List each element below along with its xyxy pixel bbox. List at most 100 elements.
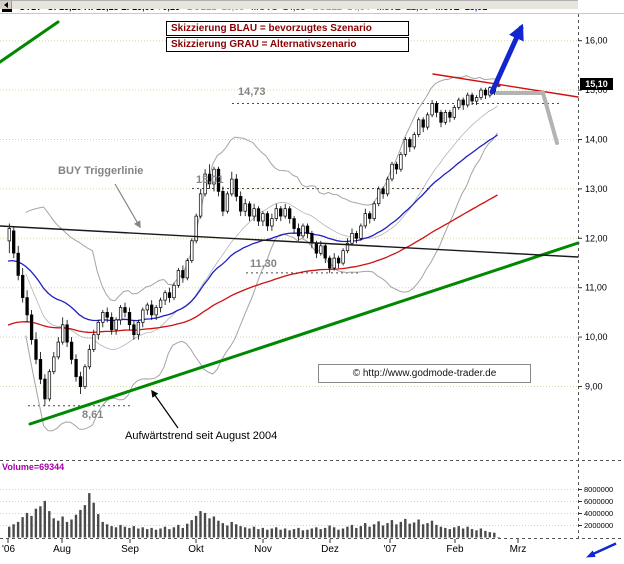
candle-body <box>136 321 141 336</box>
candle-body <box>466 94 470 106</box>
volume-bar <box>186 523 189 538</box>
volume-bar <box>412 522 416 538</box>
candle-body <box>439 112 443 123</box>
volume-bar <box>172 527 176 538</box>
candle-body <box>12 230 16 254</box>
candle-body <box>78 376 83 387</box>
volume-bar <box>337 529 340 538</box>
axes-layer: 16,00 15,00 14,00 13,00 12,00 11,00 10,00 9,00 8… <box>0 14 624 556</box>
volume-bar <box>257 529 260 538</box>
candle-body <box>65 324 69 343</box>
candle-body <box>279 208 283 217</box>
candle-body <box>274 208 278 219</box>
candle-body <box>38 359 43 380</box>
candle-body <box>216 168 221 192</box>
candle-body <box>377 188 381 205</box>
candle-body <box>368 213 372 219</box>
time-axis-label: Okt <box>188 544 204 555</box>
volume-bar <box>190 520 193 538</box>
candle-body <box>394 163 399 170</box>
candles-layer <box>7 81 501 406</box>
scenario-legend-gray: Skizzierung GRAU = Alternativszenario <box>166 37 409 52</box>
candle-body <box>443 112 448 123</box>
candle-body <box>154 307 158 316</box>
volume-bar <box>235 524 238 538</box>
candle-body <box>457 99 461 108</box>
volume-bar <box>497 537 500 538</box>
boll-lower <box>25 132 498 432</box>
volume-bar <box>212 516 216 538</box>
candle-body <box>319 245 323 254</box>
horizontal-scrollbar[interactable] <box>0 0 578 9</box>
price-axis-label: 13,00 <box>585 184 608 194</box>
scroll-left-button[interactable] <box>0 1 12 9</box>
volume-bar <box>177 524 180 538</box>
candle-body <box>448 112 452 118</box>
candle-body <box>239 196 243 212</box>
volume-bar <box>132 526 135 538</box>
candle-body <box>221 191 225 212</box>
volume-bar <box>266 529 269 538</box>
candle-body <box>181 270 185 279</box>
candle-body <box>332 257 336 269</box>
volume-bar <box>417 519 420 538</box>
volume-bar <box>181 527 184 538</box>
volume-bar <box>110 526 113 538</box>
volume-bar <box>404 518 407 538</box>
volume-bar <box>203 512 207 538</box>
candle-body <box>270 218 274 227</box>
candle-body <box>34 339 38 360</box>
volume-bar <box>239 526 242 538</box>
candle-body <box>363 213 367 227</box>
resistance-line-red <box>432 73 579 98</box>
bollinger-bands <box>25 75 498 432</box>
volume-bar <box>12 524 15 538</box>
volume-bar <box>97 514 100 538</box>
time-axis-label: Nov <box>254 544 272 555</box>
volume-bar <box>279 529 282 538</box>
volume-bar <box>328 525 331 538</box>
candle-body <box>292 218 296 229</box>
moving-averages <box>7 134 498 334</box>
trendline-tool-button[interactable] <box>578 539 624 564</box>
volume-bar <box>461 528 465 538</box>
candle-body <box>256 208 261 222</box>
volume-bar <box>479 528 483 538</box>
level-label-1130: 11,30 <box>250 258 277 270</box>
candle-body <box>114 319 118 331</box>
candle-body <box>483 89 488 96</box>
volume-bar <box>43 500 46 538</box>
volume-bar <box>297 527 300 538</box>
volume-bar <box>399 521 402 538</box>
boll-mid-sma <box>25 105 498 350</box>
scenario-path-gray <box>495 91 559 145</box>
volume-bar <box>243 527 247 538</box>
volume-bar <box>466 526 469 538</box>
volume-bar <box>248 528 251 538</box>
volume-bar <box>123 526 127 538</box>
boll-upper <box>25 75 498 302</box>
current-price-tag: 15,10 <box>580 78 613 90</box>
volume-bar <box>319 529 322 538</box>
volume-bar <box>372 524 376 538</box>
candle-body <box>403 139 408 155</box>
candle-body <box>212 168 216 185</box>
buy-trigger-label: BUY Triggerlinie <box>58 165 144 177</box>
buy-trigger-pointer <box>114 183 141 229</box>
candle-body <box>61 324 65 343</box>
candle-body <box>252 208 256 217</box>
candle-body <box>425 114 430 128</box>
candle-body <box>167 292 172 298</box>
candle-body <box>118 307 123 321</box>
candle-body <box>83 366 87 387</box>
volume-bar <box>306 529 309 538</box>
volume-bar <box>34 508 38 538</box>
volume-bar <box>168 529 171 538</box>
candle-body <box>43 378 47 400</box>
volume-bar <box>194 515 198 538</box>
candle-body <box>314 242 319 254</box>
volume-bar <box>341 528 345 538</box>
candle-body <box>474 97 479 102</box>
volume-bar <box>368 526 371 538</box>
